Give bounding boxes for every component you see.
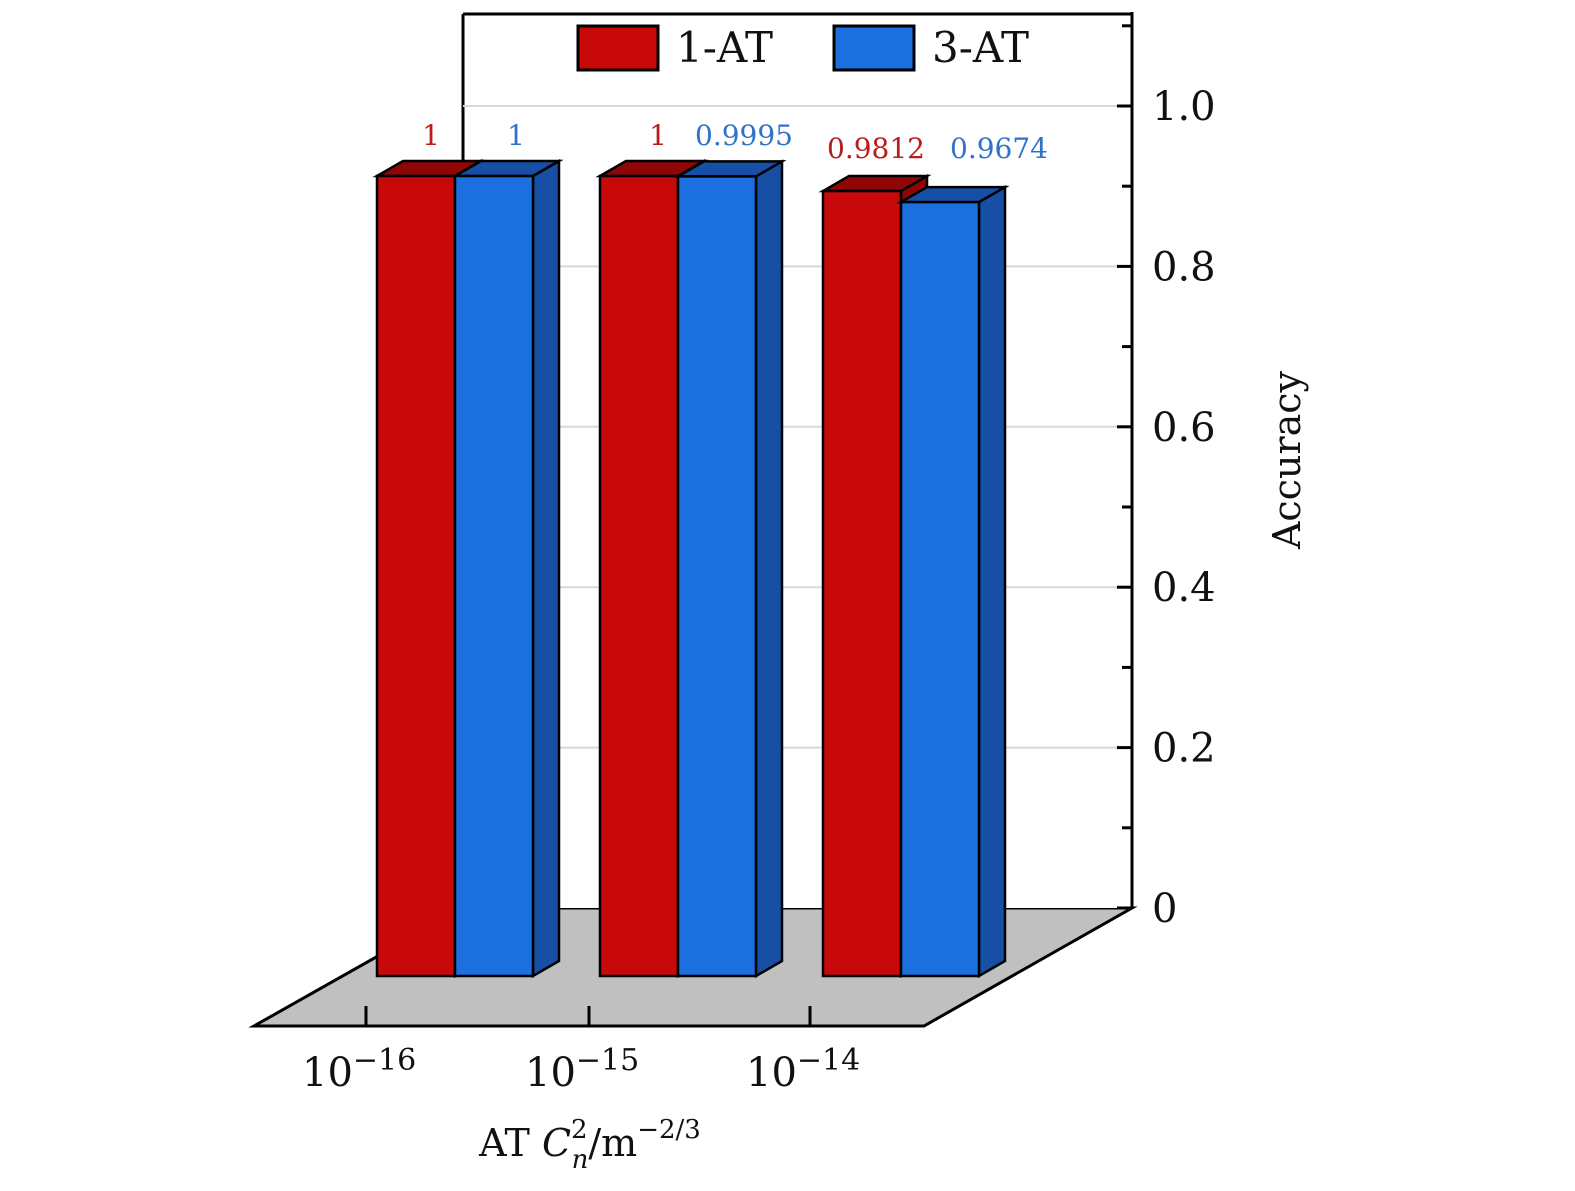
bar-front xyxy=(676,175,758,978)
x-tick-label-exponent: −15 xyxy=(576,1043,639,1078)
x-tick-label-exponent: −14 xyxy=(797,1043,860,1078)
legend-label-1-at: 1-AT xyxy=(676,23,773,72)
bar-3-at-0 xyxy=(450,158,564,979)
y-tick-label: 1.0 xyxy=(1152,84,1216,130)
bar-front xyxy=(375,174,457,978)
x-axis-label-var: C xyxy=(542,1121,571,1165)
y-ticks xyxy=(1117,24,1132,910)
bar-front xyxy=(453,174,535,978)
y-tick-labels: 0 0.2 0.4 0.6 0.8 1.0 xyxy=(1152,84,1216,932)
bar-side xyxy=(977,184,1007,979)
legend: 1-AT 3-AT xyxy=(576,23,1029,72)
x-tick-label-exponent: −16 xyxy=(353,1043,416,1078)
y-tick-label: 0.8 xyxy=(1152,244,1216,290)
y-tick-label: 0.6 xyxy=(1152,405,1216,451)
x-tick-label-base: 10 xyxy=(525,1050,576,1096)
data-label-1-at: 0.9812 xyxy=(827,132,925,165)
x-tick-label-base: 10 xyxy=(746,1050,797,1096)
y-tick-label: 0 xyxy=(1152,886,1177,932)
x-tick-label: 10−16 xyxy=(302,1043,416,1096)
bars xyxy=(372,158,1010,979)
bar-front xyxy=(899,200,981,978)
data-label-3-at: 0.9674 xyxy=(950,132,1048,165)
x-tick-label: 10−15 xyxy=(525,1043,639,1096)
x-axis-label-sub: n xyxy=(572,1145,589,1175)
y-axis-label: Accuracy xyxy=(1265,370,1309,550)
x-axis-label-unit-exp: −2/3 xyxy=(637,1115,701,1145)
data-label-1-at: 1 xyxy=(422,119,440,152)
y-tick-label: 0.2 xyxy=(1152,726,1216,772)
legend-swatch-1-at xyxy=(576,24,660,72)
x-ticks xyxy=(364,1006,812,1026)
bar-front xyxy=(598,174,680,978)
legend-swatch-3-at xyxy=(832,24,916,72)
bar-side xyxy=(531,158,561,979)
bar-side xyxy=(754,159,784,979)
y-tick-label: 0.4 xyxy=(1152,565,1216,611)
data-label-1-at: 1 xyxy=(649,119,667,152)
x-tick-label: 10−14 xyxy=(746,1043,860,1096)
x-axis-label-prefix: AT xyxy=(478,1121,542,1165)
data-label-3-at: 1 xyxy=(507,119,525,152)
legend-label-3-at: 3-AT xyxy=(932,23,1029,72)
x-tick-labels: 10−16 10−15 10−14 xyxy=(302,1043,860,1096)
data-label-3-at: 0.9995 xyxy=(695,119,793,152)
x-tick-label-base: 10 xyxy=(302,1050,353,1096)
back-wall xyxy=(463,14,1132,908)
x-axis-label: AT C2 n/m−2/3 xyxy=(478,1115,701,1175)
data-labels: 1 1 0.9812 1 0.9995 0.9674 xyxy=(422,119,1048,165)
x-axis-label-sup: 2 xyxy=(571,1115,588,1145)
bar-3-at-2 xyxy=(896,184,1010,979)
bar-front xyxy=(821,189,903,978)
gridlines xyxy=(463,105,1132,749)
x-axis-label-unit: /m xyxy=(588,1121,637,1165)
bar-3-at-1 xyxy=(673,159,787,979)
